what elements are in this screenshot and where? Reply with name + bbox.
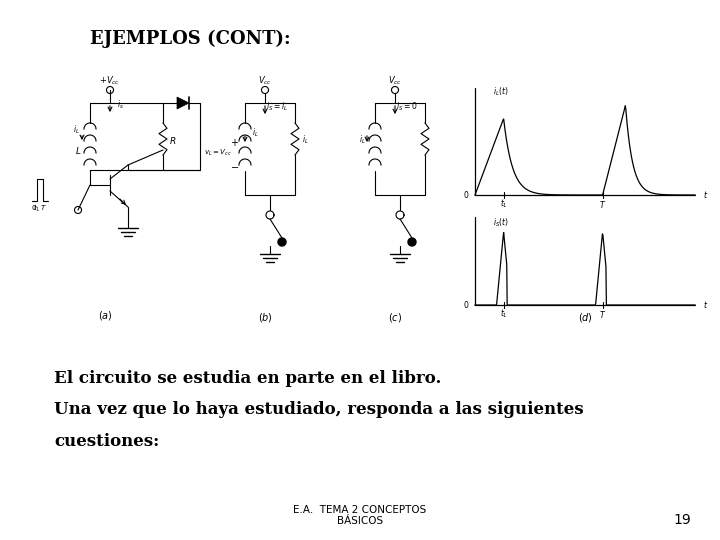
Text: $T$: $T$ xyxy=(599,199,606,210)
Text: $i_S = 0$: $i_S = 0$ xyxy=(396,101,418,113)
Text: $0$: $0$ xyxy=(463,190,469,200)
Polygon shape xyxy=(278,238,286,246)
Text: $V_{cc}$: $V_{cc}$ xyxy=(388,75,402,87)
Text: $-$: $-$ xyxy=(230,163,240,172)
Polygon shape xyxy=(408,238,416,246)
Text: $T$: $T$ xyxy=(40,204,47,213)
Text: $L$: $L$ xyxy=(75,145,81,156)
Text: $0$: $0$ xyxy=(463,300,469,310)
Text: $+$: $+$ xyxy=(230,138,240,148)
Text: $t_1$: $t_1$ xyxy=(33,202,40,214)
Text: $V_{cc}$: $V_{cc}$ xyxy=(258,75,272,87)
Text: $t$: $t$ xyxy=(703,190,708,200)
Text: $i_L$: $i_L$ xyxy=(302,134,308,146)
Text: cuestiones:: cuestiones: xyxy=(54,433,159,449)
Text: $i_L$: $i_L$ xyxy=(73,124,79,136)
Text: $+V_{cc}$: $+V_{cc}$ xyxy=(99,75,120,87)
Text: $(c)$: $(c)$ xyxy=(388,312,402,325)
Text: $0$: $0$ xyxy=(32,204,37,213)
Text: $i_S(t)$: $i_S(t)$ xyxy=(493,217,509,230)
Text: $(b)$: $(b)$ xyxy=(258,312,272,325)
Text: $T$: $T$ xyxy=(599,308,606,320)
Text: $i_L$: $i_L$ xyxy=(251,127,258,139)
Text: $i_S = i_L$: $i_S = i_L$ xyxy=(266,101,288,113)
Text: $(a)$: $(a)$ xyxy=(98,308,112,321)
Text: $i_s$: $i_s$ xyxy=(117,99,123,111)
Text: $t$: $t$ xyxy=(703,300,708,310)
Text: $i_L(t)$: $i_L(t)$ xyxy=(493,86,508,98)
Text: Una vez que lo haya estudiado, responda a las siguientes: Una vez que lo haya estudiado, responda … xyxy=(54,401,584,418)
Text: $R$: $R$ xyxy=(169,134,176,145)
Polygon shape xyxy=(177,97,189,109)
Text: $v_L{=}V_{cc}$: $v_L{=}V_{cc}$ xyxy=(204,148,232,158)
Text: E.A.  TEMA 2 CONCEPTOS
BÁSICOS: E.A. TEMA 2 CONCEPTOS BÁSICOS xyxy=(293,505,427,526)
Text: El circuito se estudia en parte en el libro.: El circuito se estudia en parte en el li… xyxy=(54,370,441,387)
Text: $t_1$: $t_1$ xyxy=(500,198,508,210)
Text: $i_L$: $i_L$ xyxy=(359,134,365,146)
Text: EJEMPLOS (CONT):: EJEMPLOS (CONT): xyxy=(90,30,291,48)
Text: $t_1$: $t_1$ xyxy=(500,308,508,320)
Text: 19: 19 xyxy=(673,512,691,526)
Text: $(d)$: $(d)$ xyxy=(577,312,593,325)
